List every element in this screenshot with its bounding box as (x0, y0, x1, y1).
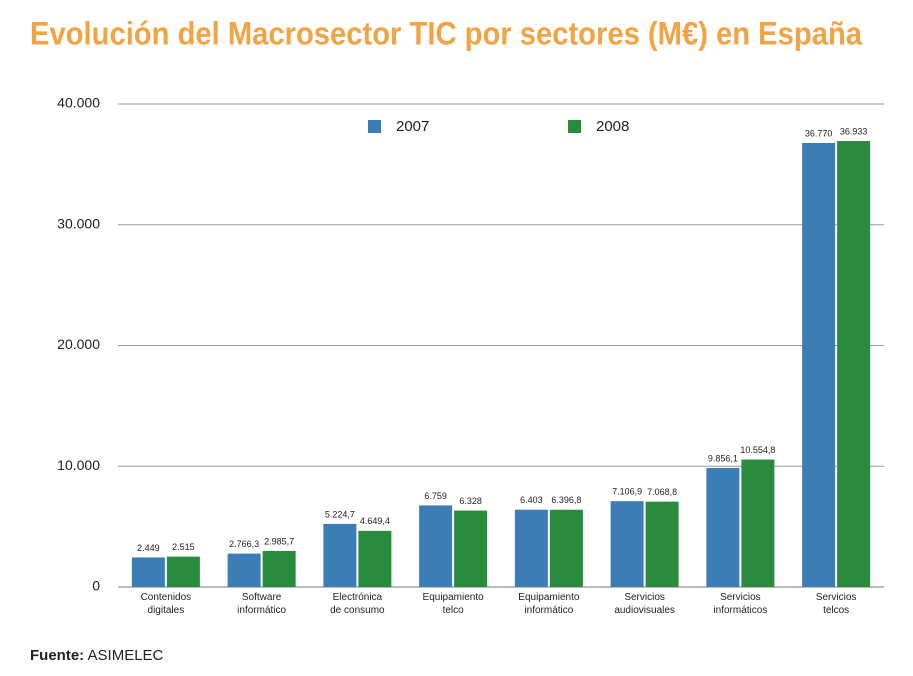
value-label: 9.856,1 (708, 453, 738, 463)
bar (419, 505, 453, 587)
x-tick-label-line: telco (443, 605, 465, 616)
bar (323, 523, 357, 587)
value-label: 36.770 (805, 128, 833, 138)
x-tick-label-line: digitales (148, 605, 185, 616)
value-label: 2.985,7 (264, 536, 294, 546)
x-tick-label: Servicios telcos (816, 592, 857, 616)
x-tick-label: Contenidos digitales (141, 592, 192, 616)
bar (454, 510, 488, 587)
bar (358, 530, 392, 587)
legend-label: 2007 (396, 118, 429, 135)
source-label: Fuente: (30, 647, 84, 664)
x-tick-label: Equipamiento telco (423, 592, 485, 616)
value-label: 5.224,7 (325, 509, 355, 519)
bar (514, 509, 548, 587)
x-tick-label: Electrónica de consumo (330, 592, 385, 616)
bar (262, 550, 296, 587)
value-label: 2.515 (172, 542, 195, 552)
y-tick-label: 20.000 (57, 336, 100, 352)
value-label: 7.068,8 (647, 487, 677, 497)
value-label: 6.403 (520, 495, 543, 505)
bar (131, 557, 165, 587)
bar (166, 556, 200, 587)
bar (645, 501, 679, 587)
bar (837, 141, 871, 587)
x-tick-label-line: Equipamiento (518, 592, 580, 603)
x-tick-label-line: Equipamiento (423, 592, 485, 603)
bar (802, 143, 836, 587)
x-tick-label-line: informático (237, 605, 286, 616)
x-tick-label-line: Servicios (720, 592, 761, 603)
value-label: 6.396,8 (551, 495, 581, 505)
x-tick-label: Servicios audiovisuales (614, 592, 675, 616)
legend-swatch (568, 120, 581, 133)
value-label: 36.933 (840, 126, 868, 136)
value-label: 2.766,3 (229, 539, 259, 549)
y-tick-label: 30.000 (57, 215, 100, 231)
value-label: 7.106,9 (612, 487, 642, 497)
legend-label: 2008 (596, 118, 629, 135)
bar (741, 459, 775, 587)
x-tick-label: Software informático (237, 592, 286, 616)
y-tick-label: 0 (92, 578, 100, 594)
x-tick-label-line: de consumo (330, 605, 385, 616)
x-tick-label-line: Servicios (816, 592, 857, 603)
x-tick-label-line: telcos (823, 605, 849, 616)
y-tick-label: 10.000 (57, 457, 100, 473)
bar (610, 501, 644, 587)
bar (706, 467, 740, 587)
x-tick-label-line: informáticos (713, 605, 767, 616)
value-label: 2.449 (137, 543, 160, 553)
x-tick-label: Equipamiento informático (518, 592, 580, 616)
bar (227, 553, 261, 587)
value-label: 6.759 (424, 491, 447, 501)
value-label: 4.649,4 (360, 516, 390, 526)
value-label: 10.554,8 (740, 445, 775, 455)
value-label: 6.328 (459, 496, 482, 506)
x-tick-label-line: Software (242, 592, 282, 603)
x-tick-label-line: audiovisuales (614, 605, 675, 616)
y-tick-label: 40.000 (57, 95, 100, 111)
source: ASIMELEC (88, 647, 164, 664)
x-tick-label-line: Electrónica (333, 592, 383, 603)
x-tick-label-line: Servicios (624, 592, 665, 603)
bar (549, 509, 583, 587)
source-note: Fuente: ASIMELEC (30, 647, 164, 664)
x-tick-label: Servicios informáticos (713, 592, 767, 616)
x-tick-label-line: Contenidos (141, 592, 192, 603)
legend-swatch (368, 120, 381, 133)
chart-title: Evolución del Macrosector TIC por sector… (30, 15, 862, 51)
x-tick-label-line: informático (524, 605, 573, 616)
